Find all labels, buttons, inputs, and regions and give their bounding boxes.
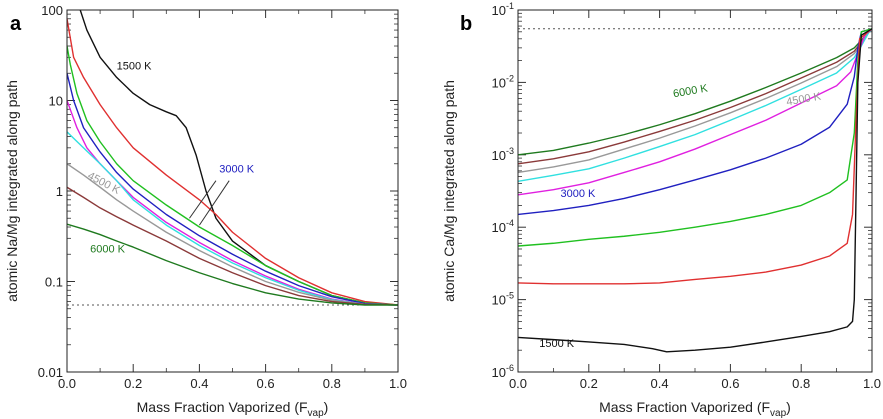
series-label: 1500 K	[539, 338, 575, 350]
annotation-arrow	[189, 180, 217, 219]
series-line	[67, 18, 398, 306]
series-line	[518, 28, 872, 247]
series-line	[67, 73, 398, 306]
y-axis-label: atomic Na/Mg integrated along path	[4, 80, 20, 302]
y-tick-label: 1	[56, 184, 63, 199]
y-tick-exponent: -5	[506, 291, 514, 301]
y-tick-label: 10-5	[492, 291, 514, 308]
y-tick-label: 10-2	[492, 73, 514, 90]
y-tick-label: 0.1	[45, 275, 63, 290]
series-label: 4500 K	[85, 170, 122, 197]
panel-b: b10-610-510-410-310-210-10.0 0.2 0.4 0.6 0.8…	[441, 1, 881, 419]
x-axis-label-subscript: vap	[308, 408, 325, 419]
panel-label: a	[10, 13, 22, 35]
x-axis-label-close: )	[786, 399, 791, 415]
series-line	[518, 28, 872, 285]
y-tick-exponent: -4	[506, 218, 514, 228]
annotation-arrow	[198, 180, 230, 226]
y-tick-exponent: -6	[506, 363, 514, 373]
series-label: 6000 K	[672, 82, 709, 100]
series-line	[518, 28, 872, 216]
panel-label: b	[460, 13, 472, 35]
x-axis-label-close: )	[324, 399, 329, 415]
series-line	[518, 28, 872, 196]
x-axis-label-subscript: vap	[770, 408, 787, 419]
y-tick-label: 10	[49, 94, 63, 109]
series-label: 6000 K	[90, 243, 126, 255]
y-tick-label: 0.01	[38, 365, 63, 380]
series-group	[518, 28, 872, 353]
y-tick-exponent: -2	[506, 73, 514, 83]
y-tick-exponent: -1	[506, 1, 514, 11]
x-tick-label: 0.4	[651, 376, 669, 391]
x-tick-label: 0.6	[257, 376, 275, 391]
series-line	[67, 131, 398, 306]
y-tick-base: 10	[492, 3, 506, 18]
series-line	[79, 10, 398, 306]
x-tick-label: 0.0	[58, 376, 76, 391]
x-tick-label: 1.0	[389, 376, 407, 391]
x-tick-label: 0.4	[190, 376, 208, 391]
x-axis-label: Mass Fraction Vaporized (Fvap)	[137, 399, 329, 419]
y-tick-base: 10	[492, 365, 506, 380]
x-axis-label-main: Mass Fraction Vaporized (F	[137, 399, 308, 415]
x-tick-label: 0.0	[509, 376, 527, 391]
y-tick-base: 10	[492, 220, 506, 235]
series-line	[518, 28, 872, 183]
series-label: 4500 K	[785, 90, 822, 108]
y-tick-base: 10	[492, 148, 506, 163]
series-label: 3000 K	[560, 188, 596, 200]
x-axis-label-main: Mass Fraction Vaporized (F	[599, 399, 770, 415]
series-label: 3000 K	[219, 164, 255, 176]
y-tick-label: 10-3	[492, 146, 514, 163]
x-tick-label: 0.6	[721, 376, 739, 391]
y-tick-label: 10-6	[492, 363, 514, 380]
series-line	[67, 45, 398, 306]
x-tick-label: 0.8	[792, 376, 810, 391]
series-line	[67, 100, 398, 306]
series-line	[67, 223, 398, 306]
x-tick-label: 1.0	[863, 376, 881, 391]
series-group	[67, 10, 398, 306]
plot-frame	[517, 9, 873, 373]
series-line	[67, 163, 398, 306]
y-tick-label: 10-4	[492, 218, 514, 235]
y-tick-label: 10-1	[492, 1, 514, 18]
plot-frame	[66, 9, 399, 373]
x-tick-label: 0.2	[124, 376, 142, 391]
series-label: 1500 K	[117, 61, 153, 73]
y-axis-label: atomic Ca/Mg integrated along path	[441, 80, 457, 302]
x-tick-label: 0.2	[580, 376, 598, 391]
series-line	[518, 28, 872, 353]
y-tick-base: 10	[492, 75, 506, 90]
x-axis-label: Mass Fraction Vaporized (Fvap)	[599, 399, 791, 419]
x-tick-label: 0.8	[323, 376, 341, 391]
series-line	[67, 186, 398, 306]
panel-a: a 0.01 0.1 1 10 100 0.0 0.2 0.4 0.6 0.8 1.0 1500 K 30…	[4, 3, 407, 419]
y-tick-exponent: -3	[506, 146, 514, 156]
y-tick-label: 100	[41, 3, 63, 18]
y-tick-base: 10	[492, 293, 506, 308]
